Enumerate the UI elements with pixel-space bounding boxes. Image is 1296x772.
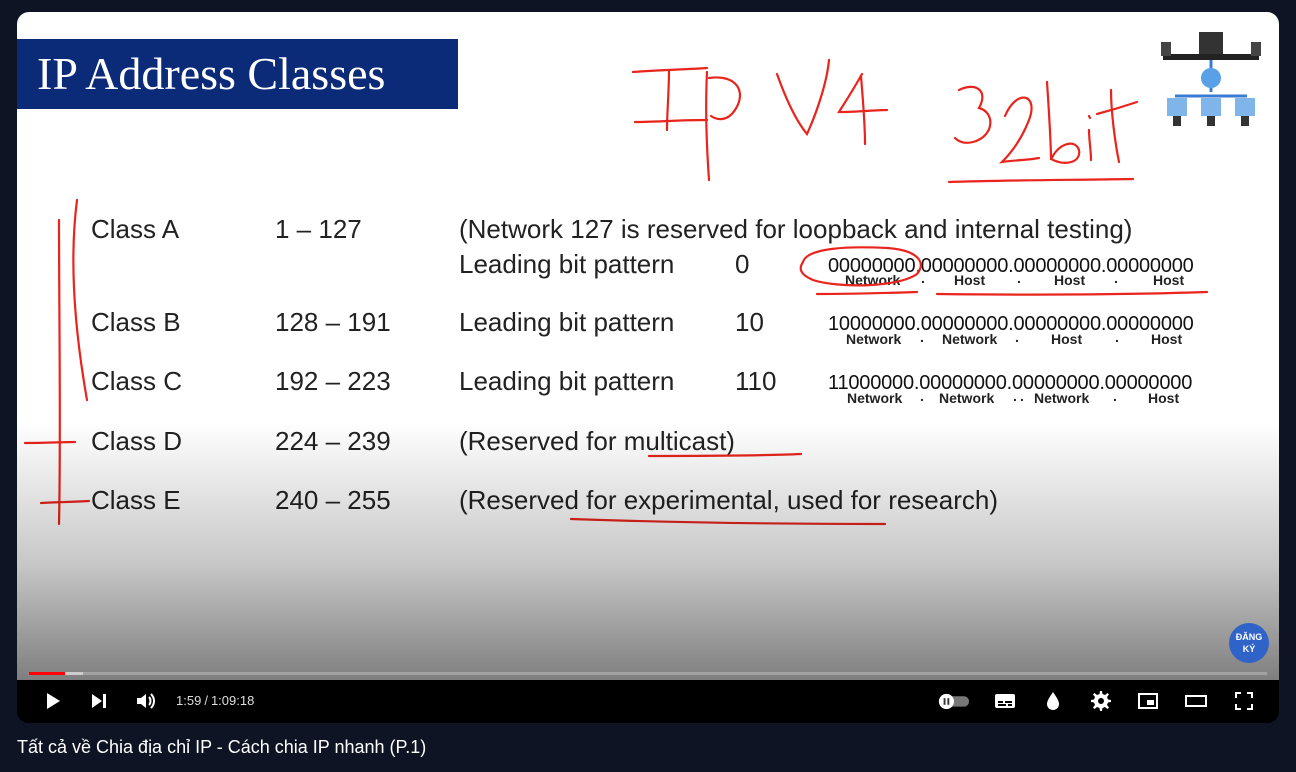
settings-button[interactable] <box>1085 686 1115 716</box>
class-c-bits: 11000000.00000000.00000000.00000000 <box>828 372 1193 394</box>
controls-overlay-gradient <box>17 422 1279 680</box>
class-b-dot-2: . <box>1015 329 1019 345</box>
fullscreen-icon <box>1235 692 1253 710</box>
class-b-label-1: Network <box>846 331 902 347</box>
video-player[interactable]: IP Address Classes Class A 1 – 127 (Netw… <box>17 12 1279 723</box>
class-e-name: Class E <box>91 485 181 515</box>
player-controls: 1:59/1:09:18 <box>17 680 1279 723</box>
class-a-pattern-label: Leading bit pattern <box>459 249 675 279</box>
class-c-name: Class C <box>91 366 183 396</box>
volume-icon <box>137 693 155 709</box>
subtitles-button[interactable] <box>990 686 1020 716</box>
class-c-label-1: Network <box>847 390 903 406</box>
subscribe-line-1: ĐĂNG <box>1235 632 1263 642</box>
fullscreen-button[interactable] <box>1229 686 1259 716</box>
class-b-desc: Leading bit pattern <box>459 307 675 337</box>
class-a-name: Class A <box>91 214 180 244</box>
theater-icon <box>1185 695 1207 707</box>
class-b-leading-bit: 10 <box>735 307 764 337</box>
class-a-label-3: Host <box>1054 272 1086 288</box>
class-c-label-3: Network <box>1034 390 1090 406</box>
network-logo-icon <box>1161 32 1261 126</box>
miniplayer-icon <box>1138 693 1158 709</box>
class-a-dot-1: . <box>921 270 925 286</box>
class-c-range: 192 – 223 <box>275 366 391 396</box>
class-b-label-2: Network <box>942 331 998 347</box>
play-button[interactable] <box>37 686 67 716</box>
settings-icon <box>1091 691 1111 711</box>
slide-title-banner: IP Address Classes <box>17 39 458 109</box>
autoplay-toggle-icon <box>938 693 970 710</box>
progress-played <box>29 672 65 675</box>
class-e-desc: (Reserved for experimental, used for res… <box>459 485 999 515</box>
class-a-label-4: Host <box>1153 272 1185 288</box>
subtitles-icon <box>995 694 1015 708</box>
class-d-name: Class D <box>91 426 183 456</box>
class-c-dot-3: . <box>1020 388 1024 404</box>
class-a-dot-2: . <box>1017 270 1021 286</box>
subscribe-watermark-button[interactable]: ĐĂNG KÝ <box>1229 623 1269 663</box>
play-icon <box>47 693 60 709</box>
class-a-label-1: Network <box>845 272 901 288</box>
class-d-range: 224 – 239 <box>275 426 391 456</box>
class-c-label-2: Network <box>939 390 995 406</box>
class-b-label-3: Host <box>1051 331 1083 347</box>
class-a-range: 1 – 127 <box>275 214 362 244</box>
class-a-leading-bit: 0 <box>735 249 750 279</box>
class-b-name: Class B <box>91 307 181 337</box>
next-button[interactable] <box>84 686 114 716</box>
duration: 1:09:18 <box>210 693 255 708</box>
progress-bar[interactable] <box>29 672 1267 675</box>
class-c-dot-2: . <box>1013 388 1017 404</box>
class-b-dot-1: . <box>920 329 924 345</box>
video-frame[interactable]: IP Address Classes Class A 1 – 127 (Netw… <box>17 12 1279 680</box>
class-d-desc: (Reserved for multicast) <box>459 426 735 456</box>
ambient-icon <box>1047 692 1059 710</box>
miniplayer-button[interactable] <box>1133 686 1163 716</box>
class-a-dot-3: . <box>1114 270 1118 286</box>
class-a-desc: (Network 127 is reserved for loopback an… <box>459 214 1133 244</box>
autoplay-toggle[interactable] <box>936 686 972 716</box>
volume-button[interactable] <box>131 686 161 716</box>
class-e-range: 240 – 255 <box>275 485 391 515</box>
next-icon <box>92 694 106 708</box>
handwritten-annotations <box>23 58 1209 526</box>
class-b-bits: 10000000.00000000.00000000.00000000 <box>828 313 1194 335</box>
class-b-label-4: Host <box>1151 331 1183 347</box>
subscribe-line-2: KÝ <box>1242 644 1256 654</box>
class-c-leading-bit: 110 <box>735 366 777 396</box>
slide-title: IP Address Classes <box>37 48 386 99</box>
video-title: Tất cả về Chia địa chỉ IP - Cách chia IP… <box>17 737 427 757</box>
class-c-dot-4: . <box>1113 388 1117 404</box>
ambient-mode-button[interactable] <box>1038 686 1068 716</box>
theater-mode-button[interactable] <box>1181 686 1211 716</box>
time-display: 1:59/1:09:18 <box>176 693 255 708</box>
current-time: 1:59 <box>176 693 202 708</box>
class-c-label-4: Host <box>1148 390 1180 406</box>
class-c-dot-1: . <box>920 388 924 404</box>
class-a-label-2: Host <box>954 272 986 288</box>
class-b-range: 128 – 191 <box>275 307 391 337</box>
class-b-dot-3: . <box>1115 329 1119 345</box>
class-c-desc: Leading bit pattern <box>459 366 675 396</box>
